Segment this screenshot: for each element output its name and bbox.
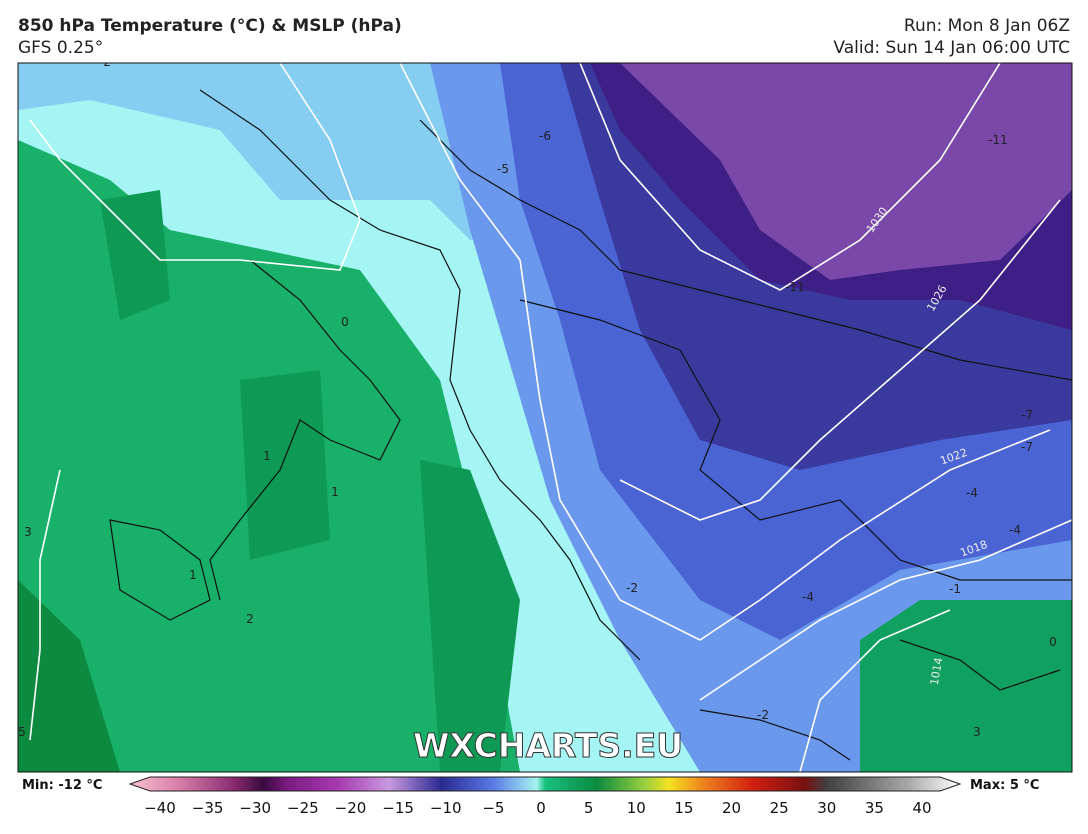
colorbar-tick-label: 35 bbox=[865, 799, 884, 817]
valid-time: Valid: Sun 14 Jan 06:00 UTC bbox=[833, 38, 1070, 58]
colorbar-tick-label: 20 bbox=[722, 799, 741, 817]
colorbar-tick-label: −10 bbox=[430, 799, 462, 817]
model-name: GFS 0.25° bbox=[18, 38, 103, 58]
colorbar-tick-label: −30 bbox=[239, 799, 271, 817]
contour-label: -1 bbox=[949, 582, 961, 596]
colorbar-tick-label: 40 bbox=[912, 799, 931, 817]
isobar-label: 1014 bbox=[928, 656, 946, 686]
contour-label: 0 bbox=[1049, 635, 1057, 649]
colorbar-tick-label: 25 bbox=[770, 799, 789, 817]
temp-zone bbox=[18, 580, 120, 772]
max-label: Max: 5 °C bbox=[970, 778, 1039, 793]
contour-label: 3 bbox=[973, 725, 981, 739]
coastlines bbox=[109, 89, 1072, 761]
temp-zone bbox=[620, 63, 1072, 280]
contour-label: 0 bbox=[341, 315, 349, 329]
watermark: WXCHARTS.EU bbox=[413, 726, 683, 765]
contour-label: 2 bbox=[246, 612, 254, 626]
colorbar: Min: -12 °C Max: 5 °C −40 −35 −30 −25 −20 −15… bbox=[22, 776, 1039, 817]
contour-label: -4 bbox=[966, 486, 978, 500]
colorbar-tick-label: −40 bbox=[144, 799, 176, 817]
colorbar-tick-label: −5 bbox=[482, 799, 504, 817]
temp-zone bbox=[18, 63, 860, 772]
contour-label: 3 bbox=[24, 525, 32, 539]
contour-label: -7 bbox=[1021, 440, 1033, 454]
colorbar-tick-label: −25 bbox=[287, 799, 319, 817]
colorbar-tick-label: 0 bbox=[536, 799, 546, 817]
map-frame bbox=[17, 62, 1073, 773]
min-label: Min: -12 °C bbox=[22, 778, 102, 793]
color-scale bbox=[128, 776, 962, 792]
contour-label: -11 bbox=[988, 133, 1008, 147]
map: -2 0 1 1 1 2 3 5 -5 -6 -11 -11 -7 -7 -4 -4 -1 -2 -4 -2 3 0 10… bbox=[17, 55, 1073, 773]
run-time: Run: Mon 8 Jan 06Z bbox=[904, 16, 1070, 36]
contour-label: 5 bbox=[18, 725, 26, 739]
contour-label: -2 bbox=[626, 581, 638, 595]
contour-label: -4 bbox=[802, 590, 814, 604]
contour-label: -6 bbox=[539, 129, 551, 143]
colorbar-tick-label: −35 bbox=[192, 799, 224, 817]
contour-label: -7 bbox=[1021, 408, 1033, 422]
temp-zone bbox=[100, 190, 520, 772]
colorbar-tick-label: −15 bbox=[382, 799, 414, 817]
temperature-labels: -2 0 1 1 1 2 3 5 -5 -6 -11 -11 -7 -7 -4 -4 -1 -2 -4 -2 3 0 bbox=[18, 55, 1057, 739]
colorbar-tick-label: 30 bbox=[817, 799, 836, 817]
contour-label: 1 bbox=[331, 485, 339, 499]
colorbar-tick-label: 5 bbox=[584, 799, 594, 817]
contour-label: -4 bbox=[1009, 523, 1021, 537]
colorbar-tick-label: 10 bbox=[627, 799, 646, 817]
map-title: 850 hPa Temperature (°C) & MSLP (hPa) bbox=[18, 16, 402, 36]
colorbar-tick-label: −20 bbox=[335, 799, 367, 817]
isobars bbox=[29, 63, 1072, 772]
temp-zone bbox=[860, 600, 1072, 772]
contour-label: -11 bbox=[785, 280, 805, 294]
contour-label: -5 bbox=[497, 162, 509, 176]
contour-label: -2 bbox=[99, 55, 111, 69]
colorbar-tick-label: 15 bbox=[674, 799, 693, 817]
contour-label: 1 bbox=[263, 449, 271, 463]
contour-label: -2 bbox=[757, 708, 769, 722]
contour-label: 1 bbox=[189, 568, 197, 582]
